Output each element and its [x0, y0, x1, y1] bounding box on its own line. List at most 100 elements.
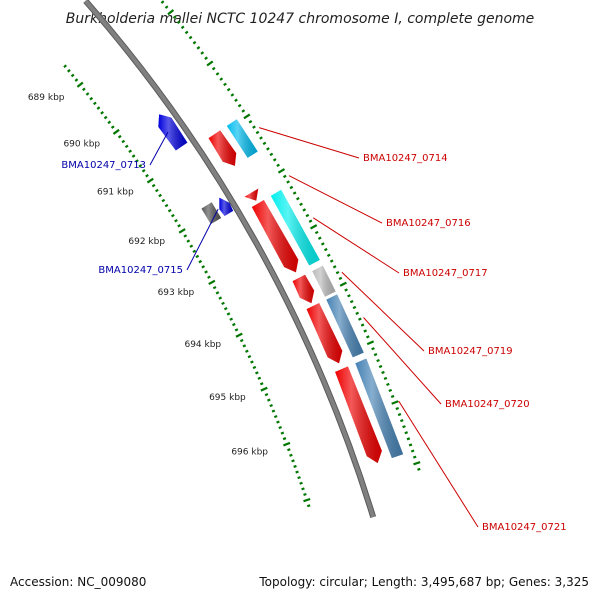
gene-arrow-shade	[292, 274, 315, 304]
major-tick-inner	[112, 128, 120, 135]
minor-tick-outer	[399, 419, 404, 423]
minor-tick-outer	[272, 158, 277, 162]
minor-tick-inner	[239, 338, 244, 343]
gene-label-leader	[258, 127, 360, 159]
gene-arrow-shade	[158, 114, 188, 151]
minor-tick-outer	[352, 305, 357, 310]
gene-label-leader	[312, 217, 400, 274]
minor-tick-outer	[259, 136, 263, 140]
minor-tick-inner	[226, 312, 231, 316]
minor-tick-inner	[85, 92, 90, 96]
major-tick-outer	[243, 113, 251, 120]
major-tick-inner	[208, 279, 216, 286]
gene-label-g0720[interactable]: BMA10247_0720	[445, 399, 530, 410]
minor-tick-outer	[196, 46, 201, 50]
minor-tick-inner	[291, 459, 295, 463]
minor-tick-outer	[266, 147, 270, 151]
major-tick-inner	[283, 441, 291, 447]
minor-tick-inner	[145, 173, 149, 178]
minor-tick-outer	[402, 425, 406, 429]
minor-tick-inner	[107, 120, 112, 125]
minor-tick-inner	[271, 409, 276, 413]
minor-tick-outer	[410, 449, 415, 453]
backbone-layer	[83, 0, 377, 518]
minor-tick-outer	[373, 353, 378, 357]
minor-tick-inner	[100, 111, 104, 115]
tick-label: 691 kbp	[97, 188, 134, 198]
minor-tick-outer	[376, 358, 380, 363]
minor-tick-outer	[234, 98, 238, 103]
minor-tick-inner	[299, 481, 303, 485]
minor-tick-inner	[204, 270, 208, 274]
minor-tick-inner	[269, 403, 273, 408]
tick-label: 690 kbp	[63, 140, 100, 150]
minor-tick-outer	[408, 443, 413, 447]
gene-label-g0721[interactable]: BMA10247_0721	[482, 522, 567, 533]
minor-tick-outer	[381, 370, 385, 375]
minor-tick-outer	[349, 299, 354, 304]
minor-tick-outer	[223, 82, 227, 87]
major-tick-inner	[178, 228, 186, 234]
gene-label-g0719[interactable]: BMA10247_0719	[428, 346, 513, 357]
minor-tick-outer	[176, 20, 181, 25]
minor-tick-outer	[320, 242, 325, 246]
minor-tick-inner	[70, 73, 75, 78]
minor-tick-outer	[172, 15, 177, 19]
minor-tick-outer	[386, 382, 390, 387]
minor-tick-outer	[282, 174, 287, 179]
minor-tick-outer	[347, 294, 351, 298]
minor-tick-inner	[278, 425, 282, 430]
minor-tick-outer	[255, 130, 260, 135]
major-tick-outer	[391, 400, 399, 405]
minor-tick-outer	[204, 56, 208, 60]
label-layer: BMA10247_0713 BMA10247_0714 BMA10247_0715 B…	[61, 127, 567, 533]
minor-tick-outer	[397, 412, 402, 417]
minor-tick-outer	[262, 141, 267, 146]
minor-tick-inner	[89, 96, 94, 101]
gene-label-g0713[interactable]: BMA10247_0713	[61, 160, 146, 171]
minor-tick-inner	[255, 371, 259, 375]
minor-tick-outer	[417, 467, 421, 471]
gene-label-g0716[interactable]: BMA10247_0716	[386, 218, 471, 229]
minor-tick-inner	[295, 470, 299, 474]
minor-tick-outer	[335, 270, 340, 275]
minor-tick-outer	[252, 125, 256, 129]
minor-tick-outer	[378, 364, 383, 369]
minor-tick-inner	[201, 265, 206, 269]
minor-tick-inner	[198, 259, 203, 264]
minor-tick-inner	[167, 208, 172, 213]
feature-block-shade	[270, 189, 320, 266]
major-tick-outer	[339, 281, 347, 287]
minor-tick-outer	[332, 265, 337, 269]
gene-label-g0714[interactable]: BMA10247_0714	[363, 153, 448, 164]
minor-tick-outer	[299, 202, 303, 206]
minor-tick-inner	[212, 285, 217, 290]
tick-label: 696 kbp	[231, 447, 268, 457]
minor-tick-outer	[188, 35, 193, 40]
minor-tick-inner	[250, 360, 254, 364]
minor-tick-outer	[360, 323, 365, 327]
minor-tick-inner	[297, 476, 301, 480]
gene-arrow-shade	[244, 188, 259, 201]
gene-label-leader	[363, 317, 442, 405]
accession-text: Accession: NC_009080	[10, 575, 146, 589]
minor-tick-outer	[383, 376, 388, 381]
gene-label-leader	[341, 271, 425, 352]
minor-tick-inner	[117, 134, 122, 139]
minor-tick-inner	[247, 355, 252, 359]
gene-layer	[158, 114, 382, 464]
minor-tick-outer	[241, 109, 246, 113]
minor-tick-inner	[287, 448, 291, 452]
minor-tick-outer	[237, 103, 242, 108]
gene-label-g0715[interactable]: BMA10247_0715	[98, 265, 183, 276]
minor-tick-inner	[303, 492, 307, 497]
feature-block-shade	[312, 265, 336, 297]
tick-label: 693 kbp	[158, 288, 195, 298]
minor-tick-inner	[135, 159, 139, 163]
genome-summary-text: Topology: circular; Length: 3,495,687 bp…	[258, 575, 589, 589]
minor-tick-outer	[395, 406, 400, 411]
minor-tick-outer	[371, 347, 375, 351]
gene-arrow-shade	[208, 130, 237, 166]
gene-label-g0717[interactable]: BMA10247_0717	[403, 268, 488, 279]
